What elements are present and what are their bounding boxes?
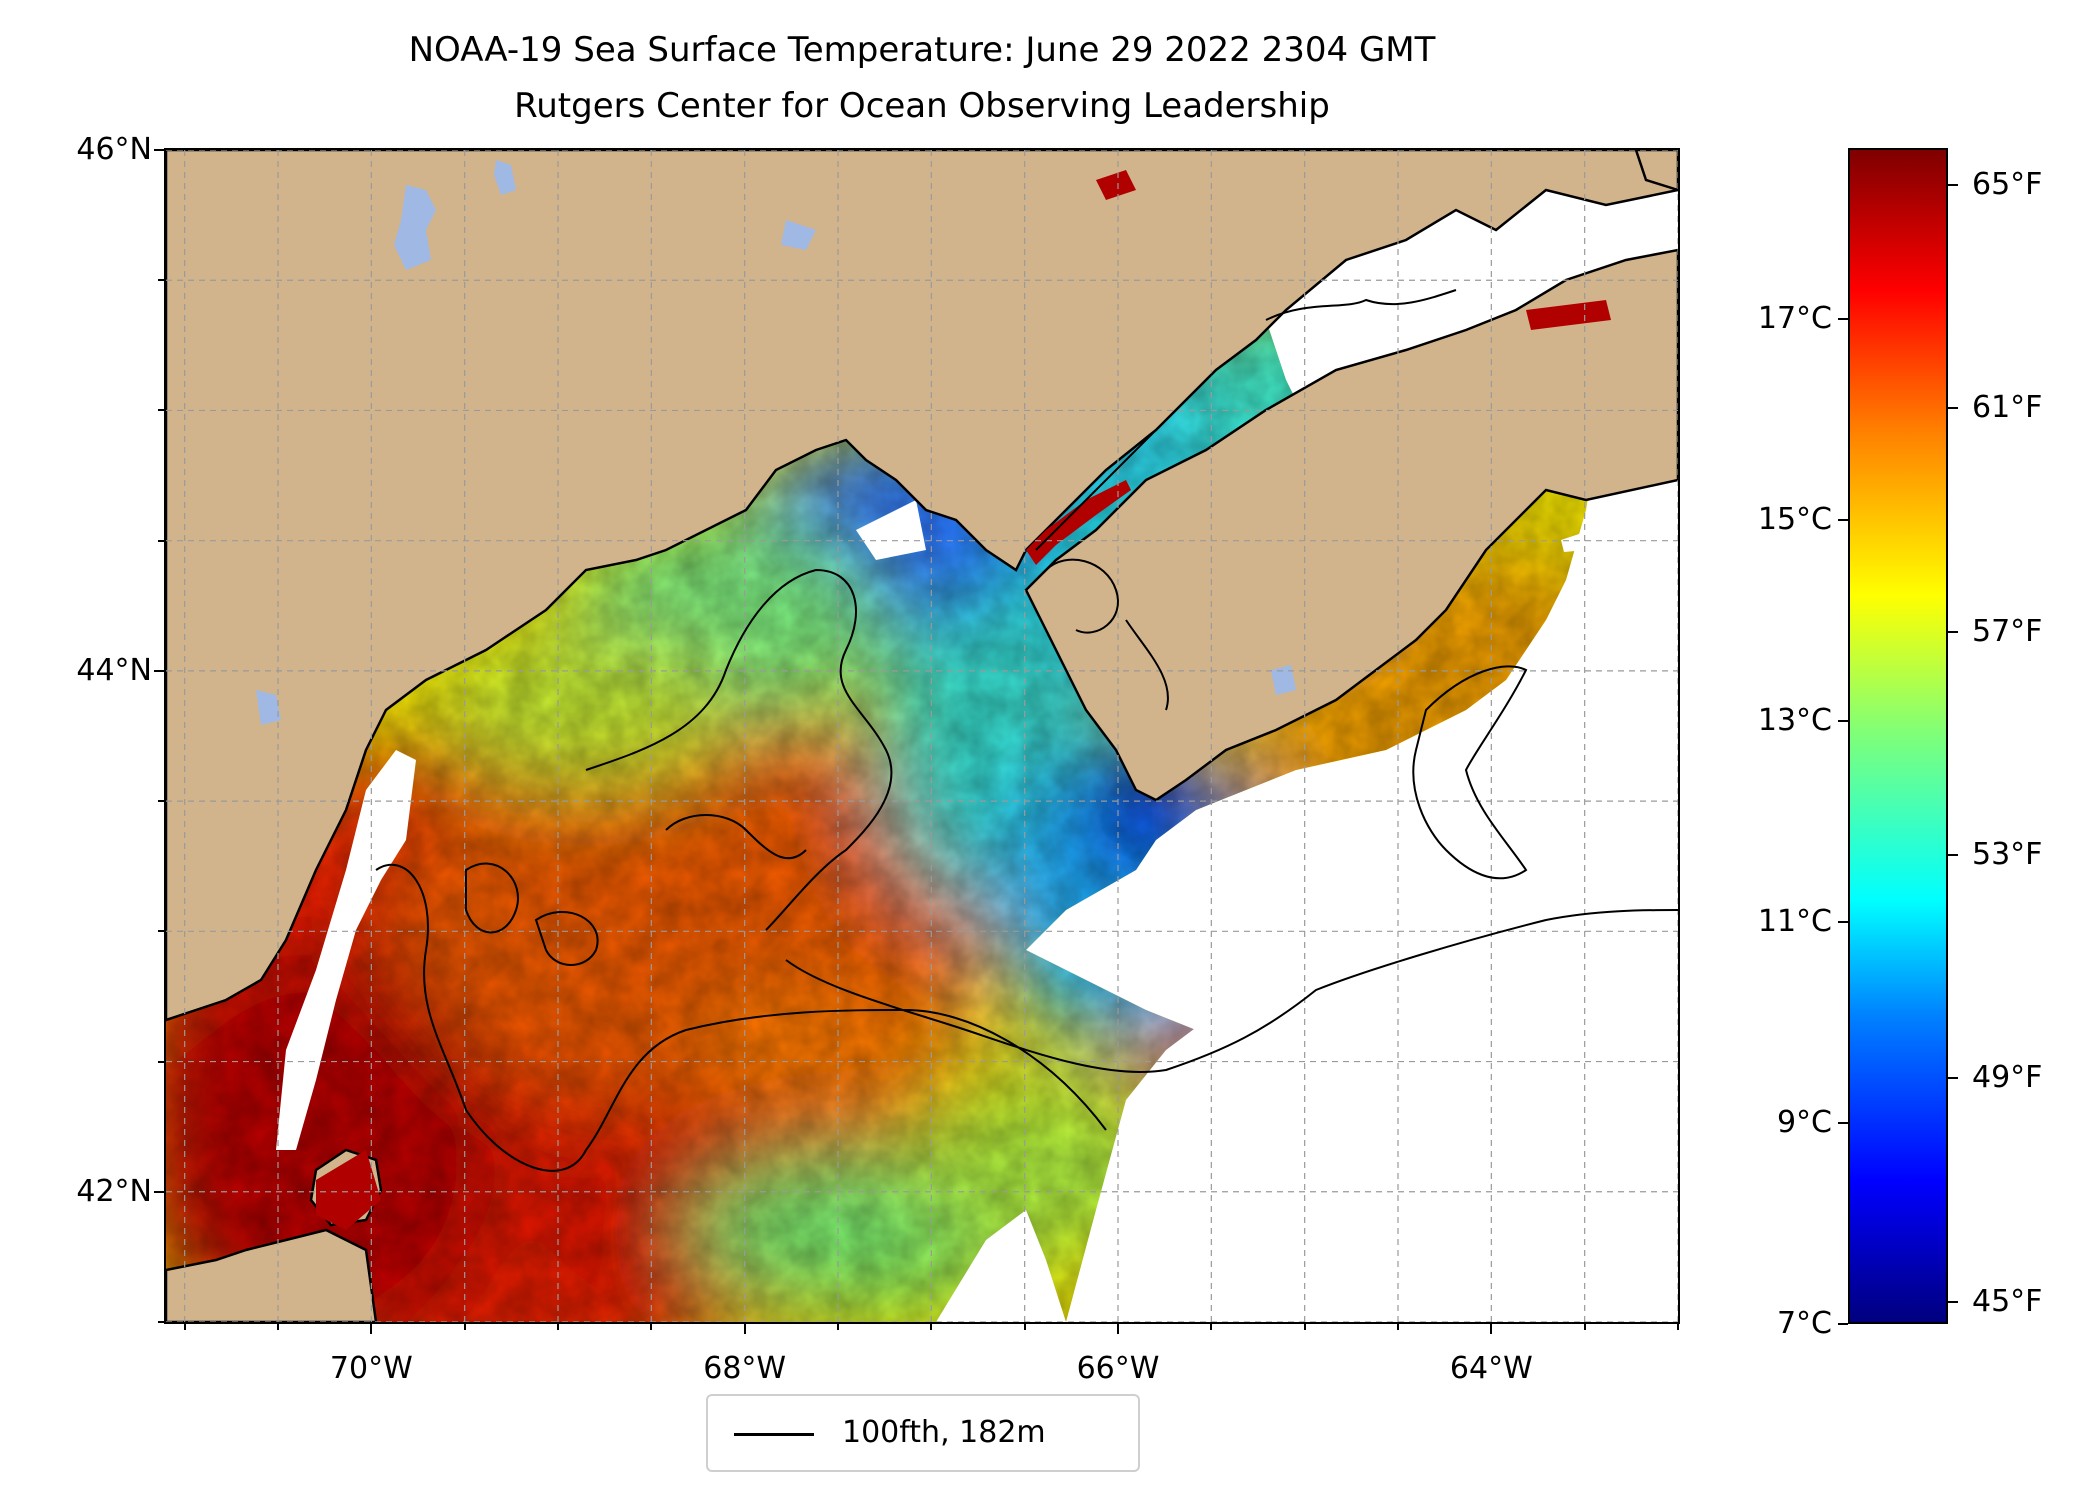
colorbar-celsius-tick: [1838, 1121, 1848, 1124]
x-minor-tick: [557, 1324, 559, 1330]
lat-tick-label: 46°N: [76, 132, 152, 167]
legend-label: 100fth, 182m: [842, 1415, 1046, 1450]
colorbar-fahrenheit-tick: [1948, 630, 1958, 633]
x-minor-tick: [930, 1324, 933, 1330]
x-minor-tick: [837, 1324, 839, 1330]
x-minor-tick: [463, 1324, 466, 1330]
y-minor-tick: [158, 279, 164, 282]
x-minor-tick: [277, 1324, 279, 1330]
colorbar-celsius-label: 17°C: [1757, 300, 1832, 336]
colorbar-fahrenheit-tick: [1948, 853, 1958, 856]
colorbar-fahrenheit-label: 53°F: [1972, 836, 2043, 872]
x-major-tick: [370, 1324, 373, 1334]
lon-tick-label: 70°W: [329, 1351, 413, 1386]
colorbar-fahrenheit-label: 61°F: [1972, 390, 2043, 426]
colorbar: [1848, 148, 1948, 1324]
x-major-tick: [743, 1324, 746, 1334]
x-minor-tick: [1210, 1324, 1213, 1330]
colorbar-celsius-label: 7°C: [1776, 1306, 1832, 1341]
y-minor-tick: [158, 1060, 164, 1063]
warm-coastal-fringe: [316, 170, 1611, 1230]
x-minor-tick: [1023, 1324, 1026, 1330]
sst-map: [166, 150, 1678, 1322]
lat-tick-label: 42°N: [76, 1173, 152, 1209]
colorbar-fahrenheit-tick: [1948, 407, 1958, 410]
colorbar-celsius-tick: [1838, 920, 1848, 923]
y-minor-tick: [158, 800, 164, 803]
colorbar-celsius-label: 11°C: [1757, 903, 1832, 939]
x-major-tick: [1117, 1324, 1119, 1334]
colorbar-celsius-tick: [1838, 518, 1848, 521]
map-panel: [164, 148, 1680, 1324]
isobath-100fth: [375, 289, 1678, 1172]
colorbar-fahrenheit-label: 45°F: [1972, 1283, 2043, 1319]
colorbar-celsius-label: 9°C: [1776, 1104, 1832, 1140]
y-major-tick: [154, 669, 164, 672]
y-major-tick: [154, 1190, 164, 1193]
colorbar-celsius-tick: [1838, 1323, 1848, 1325]
legend: 100fth, 182m: [706, 1394, 1140, 1472]
chart-subtitle: Rutgers Center for Ocean Observing Leade…: [514, 86, 1330, 126]
no-data-patches: [276, 500, 1678, 1322]
colorbar-celsius-label: 13°C: [1757, 702, 1832, 738]
y-major-tick: [154, 149, 164, 151]
colorbar-fahrenheit-label: 49°F: [1972, 1060, 2043, 1096]
colorbar-fahrenheit-label: 57°F: [1972, 613, 2043, 649]
legend-line-swatch: [734, 1433, 814, 1436]
x-major-tick: [1490, 1324, 1493, 1334]
colorbar-celsius-label: 15°C: [1757, 501, 1832, 537]
lon-tick-label: 68°W: [703, 1351, 787, 1386]
lat-tick-label: 44°N: [76, 652, 152, 688]
colorbar-fahrenheit-label: 65°F: [1972, 166, 2043, 202]
colorbar-fahrenheit-tick: [1948, 1077, 1958, 1080]
colorbar-celsius-tick: [1838, 317, 1848, 320]
y-minor-tick: [158, 409, 164, 412]
colorbar-fahrenheit-tick: [1948, 1300, 1958, 1303]
y-minor-tick: [158, 539, 164, 542]
lon-tick-label: 64°W: [1449, 1351, 1533, 1386]
x-minor-tick: [1677, 1324, 1679, 1330]
y-minor-tick: [158, 1321, 164, 1323]
gridlines: [166, 150, 1678, 1322]
lakes: [256, 160, 1296, 725]
x-minor-tick: [650, 1324, 653, 1330]
lon-tick-label: 66°W: [1076, 1351, 1160, 1386]
chart-title: NOAA-19 Sea Surface Temperature: June 29…: [408, 30, 1436, 70]
x-minor-tick: [1397, 1324, 1399, 1330]
y-minor-tick: [158, 930, 164, 933]
x-minor-tick: [183, 1324, 186, 1330]
x-minor-tick: [1303, 1324, 1306, 1330]
x-minor-tick: [1583, 1324, 1586, 1330]
colorbar-fahrenheit-tick: [1948, 183, 1958, 186]
colorbar-celsius-tick: [1838, 719, 1848, 722]
